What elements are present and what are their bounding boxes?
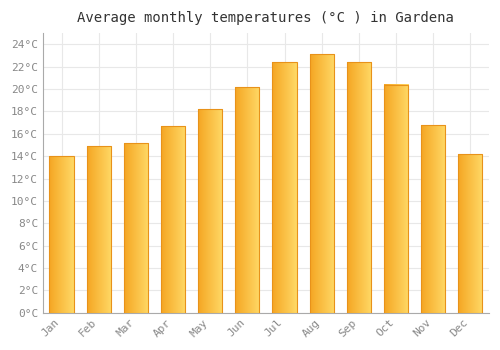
Bar (347, 62, 371, 313)
Bar (198, 109, 222, 313)
Bar (272, 62, 296, 313)
Bar (161, 126, 185, 313)
Title: Average monthly temperatures (°C ) in Gardena: Average monthly temperatures (°C ) in Ga… (78, 11, 454, 25)
Bar (421, 125, 445, 313)
Bar (236, 87, 260, 313)
Bar (124, 143, 148, 313)
Bar (50, 156, 74, 313)
Bar (310, 55, 334, 313)
Bar (86, 146, 111, 313)
Bar (458, 154, 482, 313)
Bar (384, 85, 408, 313)
